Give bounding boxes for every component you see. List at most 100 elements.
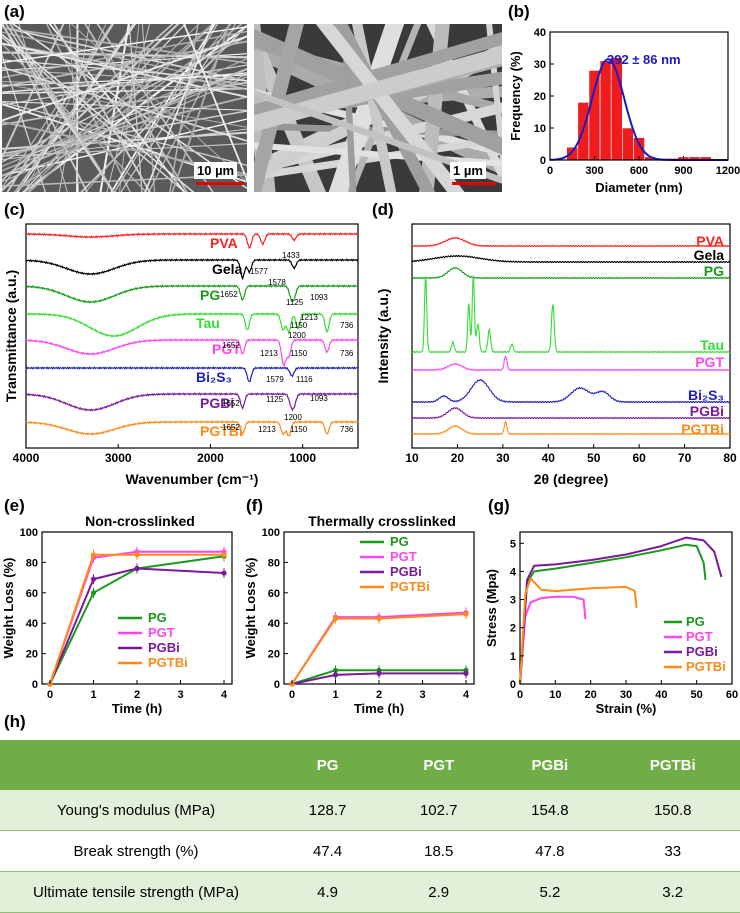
table-header-cell: PGBi [494, 740, 605, 790]
table-cell: 154.8 [494, 790, 605, 831]
scale-label-low-mag: 10 µm [194, 162, 237, 179]
y-tick-label: 0 [274, 679, 280, 691]
x-tick-label: 0 [47, 689, 53, 701]
peak-annotation: 736 [340, 349, 354, 358]
x-tick-label: 0 [547, 165, 553, 177]
peak-annotation: 1577 [250, 267, 268, 276]
y-axis-label: Frequency (%) [508, 51, 523, 141]
histogram-bar [567, 147, 578, 160]
peak-annotation: 1150 [290, 349, 308, 358]
legend-label: PGTBi [148, 655, 188, 670]
x-tick-label: 40 [655, 689, 667, 701]
plot-frame [412, 224, 730, 448]
x-tick-label: 50 [587, 451, 601, 465]
table-cell: 2.9 [383, 872, 494, 913]
peak-annotation: 1200 [288, 331, 306, 340]
y-tick-label: 40 [268, 618, 280, 630]
peak-annotation: 1125 [286, 298, 304, 307]
peak-annotation: 1213 [258, 425, 276, 434]
series-line [50, 569, 224, 685]
stress-strain-curve [520, 578, 637, 684]
x-tick-label: 900 [674, 165, 692, 177]
scale-bar-low-mag [196, 182, 244, 185]
peak-annotation: 736 [340, 425, 354, 434]
peak-annotation: 1150 [290, 425, 308, 434]
legend-label: PGT [390, 549, 417, 564]
x-tick-label: 30 [620, 689, 632, 701]
legend-label: PGBi [686, 644, 718, 659]
y-tick-label: 80 [268, 557, 280, 569]
panel-label-a: (a) [4, 2, 25, 22]
legend-label: PG [686, 614, 705, 629]
series-label: Gela [694, 247, 725, 263]
series-label: Tau [196, 315, 220, 331]
ftir-curve [26, 393, 358, 410]
x-tick-label: 300 [585, 165, 603, 177]
y-tick-label: 40 [534, 27, 546, 39]
x-axis-label: Time (h) [354, 701, 404, 716]
series-label: PGT [695, 354, 724, 370]
chart-title: Non-crosslinked [85, 513, 195, 529]
peak-annotation: 1125 [266, 395, 284, 404]
scale-bar-high-mag [452, 182, 496, 185]
series-label: Bi₂S₃ [688, 387, 724, 403]
legend-label: PGT [148, 625, 175, 640]
x-tick-label: 40 [542, 451, 556, 465]
xrd-curve [412, 380, 730, 403]
peak-annotation: 1093 [310, 293, 328, 302]
ftir-curve [26, 233, 358, 248]
x-tick-label: 2 [134, 689, 140, 701]
y-tick-label: 80 [26, 557, 38, 569]
peak-annotation: 1213 [260, 349, 278, 358]
histogram-bar [600, 61, 611, 160]
x-axis-label: 2θ (degree) [534, 471, 608, 487]
x-tick-label: 0 [517, 689, 523, 701]
y-tick-label: 2 [510, 623, 516, 635]
x-tick-label: 3000 [105, 451, 132, 465]
peak-annotation: 1116 [296, 375, 313, 384]
panel-label-d: (d) [372, 200, 394, 220]
y-tick-label: 10 [534, 123, 546, 135]
x-tick-label: 3 [419, 689, 425, 701]
peak-annotation: 1150 [290, 321, 308, 330]
sem-image-high-mag: 1 µm [254, 24, 502, 192]
x-axis-label: Wavenumber (cm⁻¹) [126, 471, 259, 487]
table-header-cell: PG [272, 740, 383, 790]
ftir-curve [26, 339, 358, 366]
y-tick-label: 0 [510, 679, 516, 691]
x-tick-label: 20 [585, 689, 597, 701]
series-label: PG [704, 263, 724, 279]
series-label: PGBi [690, 403, 724, 419]
peak-annotation: 1578 [268, 278, 286, 287]
table-cell: 47.4 [272, 831, 383, 872]
table-cell: 4.9 [272, 872, 383, 913]
panel-label-b: (b) [508, 2, 530, 22]
table-cell: 3.2 [605, 872, 740, 913]
peak-annotation: 1433 [282, 251, 300, 260]
x-tick-label: 2 [376, 689, 382, 701]
x-tick-label: 10 [405, 451, 419, 465]
table-cell: 33 [605, 831, 740, 872]
legend-label: PGTBi [390, 579, 430, 594]
x-tick-label: 30 [496, 451, 510, 465]
x-tick-label: 1200 [716, 165, 740, 177]
table-cell: 18.5 [383, 831, 494, 872]
scale-label-high-mag: 1 µm [450, 162, 486, 179]
y-tick-label: 1 [510, 651, 516, 663]
panel-label-c: (c) [4, 200, 25, 220]
table-row: Break strength (%) 47.4 18.5 47.8 33 [0, 831, 740, 872]
plot-frame [26, 224, 358, 448]
legend-label: PGBi [390, 564, 422, 579]
y-tick-label: 5 [510, 538, 516, 550]
plot-frame [284, 532, 474, 684]
peak-annotation: 1093 [310, 394, 328, 403]
x-tick-label: 4 [463, 689, 470, 701]
chart-title: Thermally crosslinked [308, 513, 456, 529]
series-label: Bi₂S₃ [196, 369, 232, 385]
x-tick-label: 2000 [197, 451, 224, 465]
